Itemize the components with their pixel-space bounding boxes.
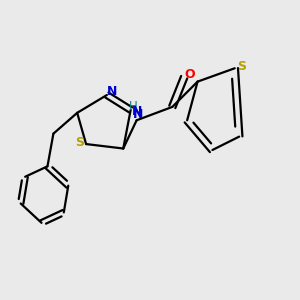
Text: O: O: [184, 68, 195, 81]
Text: N: N: [133, 108, 144, 122]
Text: N: N: [107, 85, 117, 98]
Text: S: S: [75, 136, 84, 149]
Text: N: N: [132, 105, 142, 118]
Text: H: H: [129, 100, 138, 112]
Text: S: S: [237, 60, 246, 73]
